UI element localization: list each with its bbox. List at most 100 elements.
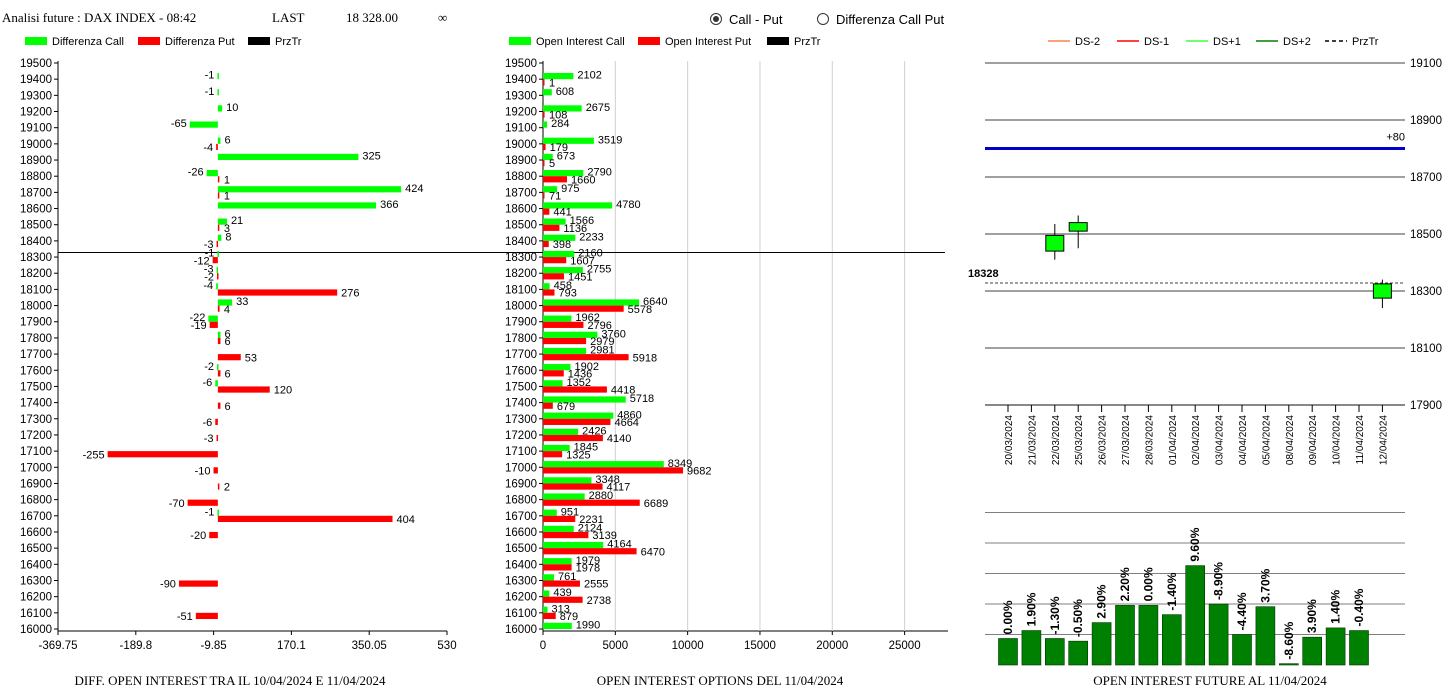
data-label: 1	[224, 191, 230, 203]
y-tick-label: 18200	[505, 268, 537, 280]
data-label: 608	[556, 86, 574, 98]
date-label: 03/04/2024	[1215, 415, 1226, 465]
bar-call	[543, 299, 640, 306]
y-tick-label: 18000	[505, 301, 537, 313]
bar-put	[543, 499, 640, 506]
future-oi-label: -0.50%	[1071, 599, 1085, 637]
legend-swatch	[138, 37, 160, 45]
bar-put	[543, 402, 553, 409]
y-tick-label: 16500	[505, 543, 537, 555]
y-tick-label: 16700	[20, 511, 52, 523]
date-label: 21/03/2024	[1027, 415, 1038, 465]
bar-call	[217, 137, 221, 144]
date-label: 10/04/2024	[1332, 415, 1343, 465]
x-tick-label: 20000	[816, 640, 848, 652]
date-label: 26/03/2024	[1098, 415, 1109, 465]
bar-put	[543, 160, 545, 167]
data-label: 2102	[577, 70, 601, 82]
data-label: 6	[224, 134, 230, 146]
data-label: -2	[204, 271, 214, 283]
data-label: -26	[188, 167, 204, 179]
data-label: -1	[205, 70, 215, 82]
legend-label: Open Interest Call	[536, 36, 625, 48]
bar-put	[217, 515, 393, 522]
last-label: LAST	[272, 10, 305, 25]
y-tick-label: 16000	[20, 624, 52, 636]
y-tick-label: 19400	[20, 74, 52, 86]
data-label: 1325	[566, 449, 590, 461]
x-tick-label: -369.75	[38, 640, 77, 652]
y-tick-label: 19100	[1410, 58, 1442, 70]
bar-call	[543, 250, 575, 258]
data-label: 3760	[601, 328, 625, 340]
bar-put	[216, 143, 218, 151]
y-tick-label: 18100	[505, 284, 537, 296]
future-oi-label: 3.70%	[1258, 568, 1272, 602]
bar-call	[217, 250, 219, 258]
data-label: 108	[549, 110, 567, 122]
panel-candles: DS-2 DS-1 DS+1 DS+2 PrzTr 19100 18900 18700 1850…	[968, 36, 1442, 465]
data-label: 441	[553, 207, 571, 219]
bar-call	[543, 461, 664, 468]
legend-label: DS+1	[1213, 36, 1241, 48]
data-label: 313	[552, 603, 570, 615]
data-label: -4	[203, 280, 213, 292]
y-tick-label: 16800	[20, 495, 52, 507]
data-label: 2124	[578, 522, 602, 534]
data-label: 4780	[616, 199, 640, 211]
data-label: -3	[204, 264, 214, 276]
data-label: 424	[405, 183, 423, 195]
y-tick-label: 18300	[1410, 286, 1442, 298]
bar-put	[212, 257, 218, 264]
bar-put	[543, 612, 556, 620]
data-label: 458	[554, 280, 572, 292]
y-tick-label: 18800	[20, 171, 52, 183]
bar-put	[217, 337, 221, 345]
bar-put	[543, 224, 560, 231]
y-tick-label: 18500	[505, 220, 537, 232]
y-tick-label: 18500	[20, 220, 52, 232]
bar-put	[543, 434, 603, 442]
bar-call	[216, 267, 219, 274]
future-oi-label: -1.30%	[1048, 596, 1062, 634]
y-tick-label: 17100	[505, 446, 537, 458]
bar-put	[543, 451, 563, 458]
data-label: 2160	[578, 248, 602, 260]
y-tick-label: 17200	[20, 430, 52, 442]
future-oi-label: 1.40%	[1329, 590, 1343, 624]
y-tick-label: 17900	[20, 317, 52, 329]
radio-call-put[interactable]: Call - Put	[710, 12, 783, 27]
y-tick-label: 19100	[20, 123, 52, 135]
y-tick-label: 17500	[505, 381, 537, 393]
data-label: 1352	[567, 377, 591, 389]
radio-differenza-circle[interactable]	[817, 13, 829, 25]
bar-call	[217, 186, 402, 193]
future-oi-bar	[1325, 627, 1346, 666]
data-label: 4140	[607, 433, 631, 445]
bar-put	[543, 596, 583, 603]
x-tick-label: 0	[540, 640, 546, 652]
chart-caption: OPEN INTEREST OPTIONS DEL 11/04/2024	[597, 673, 844, 688]
future-oi-label: -4.40%	[1235, 592, 1249, 630]
data-label: 879	[560, 611, 578, 623]
y-tick-label: 17200	[505, 430, 537, 442]
data-label: 1	[549, 77, 555, 89]
data-label: 6470	[641, 546, 665, 558]
legend-swatch	[767, 37, 789, 45]
data-label: 1978	[576, 563, 600, 575]
data-label: 3348	[595, 474, 619, 486]
bar-call	[543, 477, 592, 484]
radio-differenza-call-put[interactable]: Differenza Call Put	[817, 12, 945, 27]
data-label: -6	[202, 417, 212, 429]
legend-label: PrzTr	[794, 36, 821, 48]
future-oi-bar	[1138, 605, 1159, 666]
date-label: 12/04/2024	[1378, 415, 1389, 465]
data-label: 2	[224, 482, 230, 494]
data-label: -51	[177, 611, 193, 623]
bar-call	[217, 331, 221, 338]
y-tick-label: 18000	[20, 301, 52, 313]
future-oi-bar	[1115, 605, 1135, 666]
bar-put	[543, 548, 637, 555]
bar-put	[543, 192, 545, 199]
y-tick-label: 16000	[505, 624, 537, 636]
